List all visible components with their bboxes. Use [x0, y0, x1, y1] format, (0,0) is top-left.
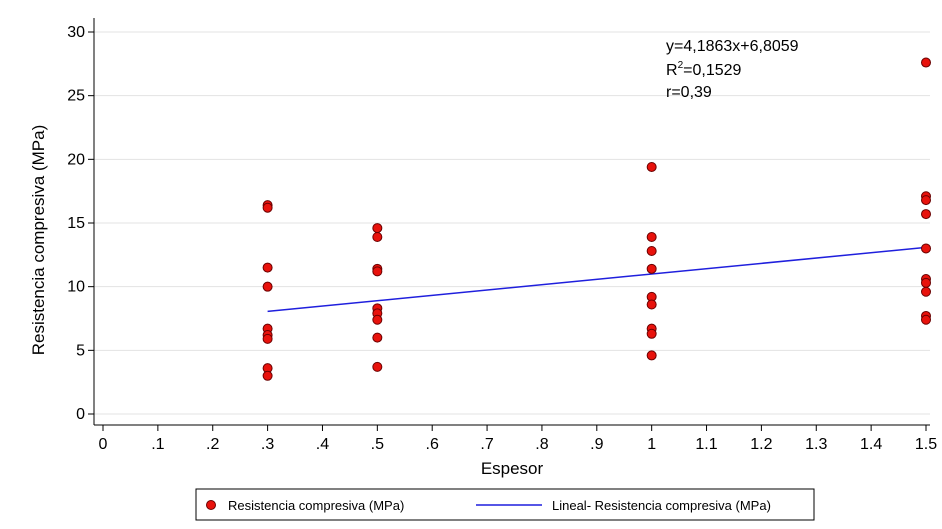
scatter-point — [372, 361, 383, 372]
scatter-point — [372, 314, 383, 325]
r-squared-exponent: 2 — [678, 60, 684, 71]
grid-layer — [94, 31, 930, 415]
y-tick-label: 25 — [67, 88, 85, 105]
scatter-point — [646, 299, 657, 310]
tick-layer: 0 5 10 15 20 25 30 0 .1 .2 .3 .4 .5 .6 .7 .8 .9 1 1.1 1.2 1.… — [67, 24, 937, 453]
r-squared-letter: R — [666, 62, 678, 79]
x-tick-label: 1.4 — [860, 436, 882, 453]
legend-label-line: Lineal- Resistencia compresiva (MPa) — [552, 498, 771, 513]
correlation-label: r=0,39 — [666, 84, 712, 101]
legend-marker-scatter — [206, 500, 216, 510]
scatter-point — [921, 286, 931, 297]
scatter-point — [921, 243, 931, 254]
equation-label: y=4,1863x+6,8059 — [666, 38, 799, 55]
y-tick-label: 20 — [67, 151, 85, 168]
scatter-point — [646, 161, 657, 172]
scatter-point — [372, 223, 383, 234]
scatter-point — [921, 277, 931, 288]
x-tick-label: .1 — [151, 436, 164, 453]
regression-line — [267, 246, 927, 313]
y-axis-title: Resistencia compresiva (MPa) — [29, 125, 48, 356]
r-squared-value: =0,1529 — [683, 62, 741, 79]
scatter-point — [372, 266, 383, 277]
x-tick-label: 1.3 — [805, 436, 827, 453]
scatter-point — [921, 195, 931, 206]
x-tick-label: .8 — [535, 436, 548, 453]
scatter-point — [921, 57, 931, 68]
scatter-point — [372, 232, 383, 243]
x-tick-label: 1.2 — [750, 436, 772, 453]
scatter-point — [646, 246, 657, 257]
x-tick-label: .6 — [426, 436, 439, 453]
r-squared-label: R2=0,1529 — [666, 60, 742, 79]
legend-label-scatter: Resistencia compresiva (MPa) — [228, 498, 404, 513]
y-tick-label: 10 — [67, 279, 85, 296]
y-tick-label: 0 — [76, 406, 85, 423]
line-layer — [267, 246, 927, 313]
x-tick-label: .5 — [371, 436, 384, 453]
scatter-point — [646, 232, 657, 243]
x-tick-label: 0 — [99, 436, 108, 453]
x-tick-label: 1.5 — [915, 436, 937, 453]
x-tick-label: .7 — [480, 436, 493, 453]
x-tick-label: 1 — [647, 436, 656, 453]
y-tick-label: 15 — [67, 215, 85, 232]
legend: Resistencia compresiva (MPa) Lineal- Res… — [195, 488, 815, 521]
scatter-point — [262, 262, 273, 273]
x-tick-label: .3 — [261, 436, 274, 453]
scatter-point — [372, 332, 383, 343]
x-tick-label: .4 — [316, 436, 329, 453]
y-tick-label: 5 — [76, 342, 85, 359]
scatter-point — [921, 314, 931, 325]
scatter-point — [262, 281, 273, 292]
axis-layer — [93, 18, 930, 426]
scatter-point — [646, 263, 657, 274]
point-layer — [262, 57, 931, 381]
scatter-point — [262, 202, 273, 213]
x-tick-label: .9 — [590, 436, 603, 453]
x-axis-title: Espesor — [481, 459, 544, 478]
x-tick-label: 1.1 — [695, 436, 717, 453]
scatter-point — [262, 333, 273, 344]
scatter-point — [646, 350, 657, 361]
regression-annotation: y=4,1863x+6,8059 R2=0,1529 r=0,39 — [666, 38, 799, 101]
scatter-point — [646, 328, 657, 339]
scatter-point — [262, 370, 273, 381]
scatter-point — [921, 209, 931, 220]
x-tick-label: .2 — [206, 436, 219, 453]
y-tick-label: 30 — [67, 24, 85, 41]
